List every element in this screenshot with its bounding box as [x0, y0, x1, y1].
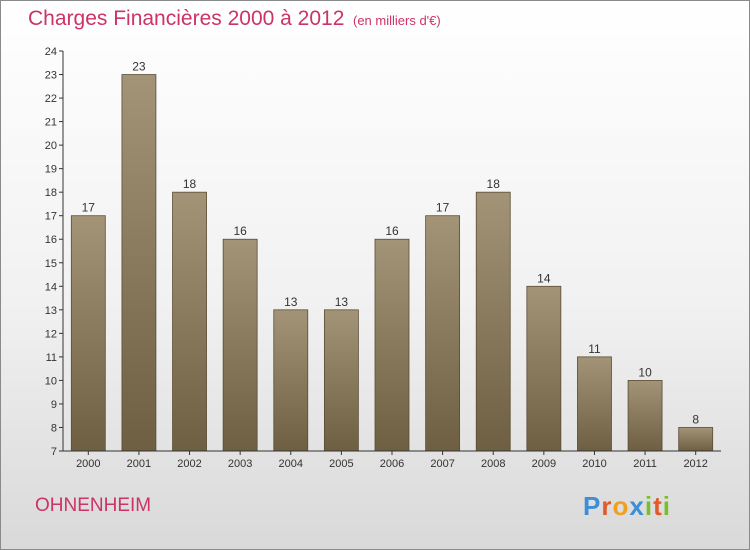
logo-letter: t: [653, 491, 663, 521]
bar-value-label: 17: [82, 201, 96, 215]
logo-letter: i: [644, 491, 654, 521]
logo-letter: r: [601, 491, 613, 521]
y-tick-label: 18: [45, 187, 57, 199]
x-tick-label: 2005: [329, 458, 353, 470]
y-tick-label: 7: [51, 446, 57, 458]
y-tick-label: 22: [45, 93, 57, 105]
logo-letter: i: [662, 491, 671, 521]
y-tick-label: 24: [45, 46, 57, 58]
bar-value-label: 17: [436, 201, 450, 215]
bar: [374, 238, 410, 452]
bar: [273, 309, 309, 452]
x-tick-label: 2001: [127, 458, 151, 470]
bar-value-label: 14: [537, 271, 551, 285]
bar-value-label: 11: [588, 342, 601, 356]
y-tick-label: 9: [51, 399, 57, 411]
commune-name: OHNENHEIM: [35, 495, 152, 516]
bar: [577, 356, 612, 452]
x-tick-label: 2009: [532, 458, 556, 470]
y-tick-label: 19: [45, 164, 57, 176]
bar: [323, 309, 359, 452]
bar: [222, 238, 258, 452]
chart-title: Charges Financières 2000 à 2012: [28, 7, 345, 30]
y-tick-label: 23: [45, 70, 57, 82]
bar: [627, 380, 663, 452]
x-tick-label: 2006: [380, 458, 404, 470]
x-tick-label: 2003: [228, 458, 252, 470]
x-tick-label: 2012: [683, 458, 707, 470]
bar-value-label: 16: [233, 224, 247, 238]
y-tick-label: 14: [45, 281, 57, 293]
x-tick-label: 2010: [582, 458, 606, 470]
bar: [121, 74, 157, 452]
y-tick-label: 17: [45, 211, 57, 223]
y-tick-label: 20: [45, 140, 57, 152]
bar: [475, 191, 511, 452]
bar-value-label: 13: [284, 295, 298, 309]
x-tick-label: 2007: [430, 458, 454, 470]
bar-value-label: 18: [183, 177, 197, 191]
bar: [526, 285, 562, 452]
y-tick-label: 10: [45, 375, 57, 387]
x-tick-label: 2000: [76, 458, 100, 470]
x-tick-label: 2011: [633, 458, 657, 470]
bar: [172, 191, 207, 452]
bar: [70, 215, 106, 452]
bar-value-label: 18: [487, 177, 501, 191]
proxiti-logo: Proxiti: [583, 491, 671, 522]
bar-value-label: 8: [692, 412, 699, 426]
bar: [425, 215, 461, 452]
logo-letter: o: [612, 491, 630, 521]
y-tick-label: 11: [46, 352, 57, 364]
chart-subtitle: (en milliers d'€): [353, 13, 441, 28]
x-tick-label: 2002: [177, 458, 201, 470]
bar-value-label: 13: [335, 295, 349, 309]
x-tick-label: 2008: [481, 458, 505, 470]
y-tick-label: 21: [45, 117, 57, 129]
y-tick-label: 8: [51, 422, 57, 434]
bar-value-label: 23: [132, 60, 146, 74]
bar-value-label: 10: [638, 365, 652, 379]
logo-letter: x: [629, 491, 645, 521]
y-tick-label: 16: [45, 234, 57, 246]
x-tick-label: 2004: [279, 458, 303, 470]
y-tick-label: 15: [45, 258, 57, 270]
y-tick-label: 12: [45, 328, 57, 340]
logo-letter: P: [583, 491, 602, 521]
y-tick-label: 13: [45, 305, 57, 317]
bar-value-label: 16: [385, 224, 399, 238]
bar: [678, 427, 714, 452]
